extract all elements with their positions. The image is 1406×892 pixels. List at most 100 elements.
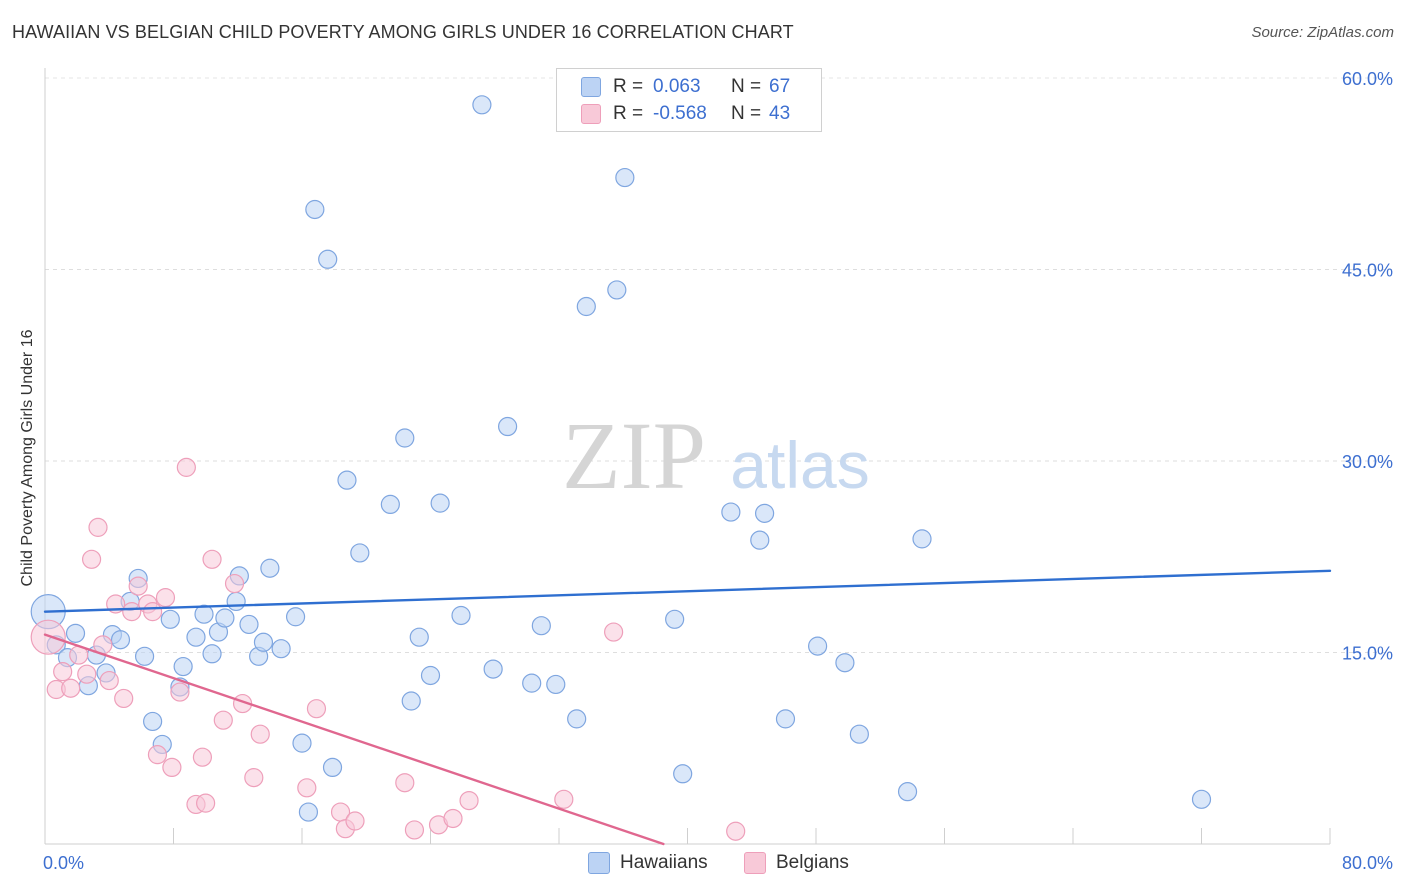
hawaiian-point	[420, 665, 441, 686]
hawaiian-point	[110, 630, 131, 650]
hawaiian-point	[498, 416, 518, 437]
belgian-point	[61, 678, 81, 698]
belgian-point	[147, 745, 168, 765]
hawaiian-point	[260, 558, 280, 578]
belgian-point	[604, 622, 624, 642]
hawaiian-point	[775, 709, 796, 729]
hawaiian-point	[194, 604, 214, 624]
hawaiian-point	[401, 691, 421, 711]
hawaiian-point	[531, 616, 551, 636]
hawaiian-point	[1191, 789, 1212, 809]
hawaiian-point	[143, 711, 163, 732]
correlation-legend: R = 0.063 N = 67 R = -0.568 N = 43	[556, 68, 822, 132]
belgian-point	[202, 549, 222, 569]
belgians-legend-label: Belgians	[776, 852, 849, 873]
belgian-point	[155, 588, 176, 608]
hawaiian-point	[202, 644, 222, 664]
hawaiian-point	[395, 428, 415, 448]
belgian-point	[224, 573, 245, 594]
belgian-point	[77, 664, 97, 684]
hawaiian-point	[186, 627, 206, 647]
belgian-point	[81, 549, 102, 569]
x-tick-label-max: 80.0%	[1342, 853, 1393, 873]
belgian-point	[143, 602, 163, 622]
n-label: N =	[731, 76, 762, 97]
y-tick-label: 30.0%	[1342, 452, 1393, 472]
hawaiian-point	[271, 639, 291, 659]
n-value: 43	[769, 103, 791, 124]
belgian-point	[250, 724, 270, 744]
hawaiian-point	[318, 249, 338, 269]
hawaiian-point	[173, 656, 193, 677]
belgian-point	[192, 747, 213, 767]
y-tick-label: 60.0%	[1342, 69, 1393, 89]
belgian-point	[114, 688, 134, 709]
hawaiians-legend-label: Hawaiians	[620, 852, 708, 873]
hawaiian-point	[305, 199, 325, 220]
belgian-point	[459, 790, 479, 811]
hawaiian-point	[350, 543, 370, 563]
hawaiian-point	[239, 614, 259, 635]
belgian-point	[213, 710, 233, 730]
hawaiian-point	[754, 503, 775, 523]
belgians-points	[30, 457, 746, 841]
hawaiian-point	[673, 764, 693, 784]
r-label: R =	[613, 76, 644, 97]
belgian-point	[122, 602, 142, 622]
trend-lines	[43, 569, 1332, 846]
legend-item-hawaiians: Hawaiians	[588, 852, 708, 874]
hawaiian-point	[750, 530, 770, 550]
hawaiian-point	[451, 605, 471, 626]
belgian-point	[554, 789, 574, 809]
belgians-swatch	[581, 104, 601, 124]
belgian-point	[404, 820, 425, 840]
hawaiian-point	[322, 757, 343, 778]
belgian-point	[30, 619, 66, 655]
source-label: Source: ZipAtlas.com	[1251, 24, 1394, 41]
belgians-trend-line	[43, 633, 665, 846]
belgian-point	[306, 699, 327, 719]
hawaiian-point	[380, 494, 400, 515]
belgian-point	[53, 662, 73, 682]
hawaiian-point	[337, 470, 357, 490]
hawaiian-point	[292, 733, 312, 753]
hawaiian-point	[721, 502, 741, 522]
belgian-point	[726, 821, 746, 841]
hawaiians-trend-line	[43, 569, 1332, 613]
belgian-point	[162, 757, 182, 778]
hawaiian-point	[472, 95, 492, 115]
watermark-zip: ZIP	[562, 402, 706, 509]
belgian-point	[196, 793, 216, 813]
hawaiians-points	[30, 95, 1212, 822]
grid-lines	[45, 77, 1392, 653]
watermark: ZIP atlas	[562, 402, 870, 509]
hawaiian-point	[430, 493, 450, 513]
belgian-point	[244, 768, 264, 788]
hawaiian-point	[253, 632, 274, 652]
belgian-point	[176, 457, 196, 477]
hawaiian-point	[160, 609, 180, 629]
hawaiians-swatch	[581, 77, 601, 97]
hawaiian-point	[849, 724, 869, 744]
hawaiian-point	[808, 636, 828, 656]
hawaiian-point	[615, 167, 635, 188]
belgian-point	[88, 517, 108, 537]
hawaiian-point	[298, 802, 319, 822]
n-value: 67	[769, 76, 791, 97]
watermark-atlas: atlas	[730, 428, 869, 502]
hawaiian-point	[134, 646, 155, 666]
n-label: N =	[731, 103, 762, 124]
chart-title: HAWAIIAN VS BELGIAN CHILD POVERTY AMONG …	[12, 22, 794, 42]
belgian-point	[297, 778, 317, 798]
hawaiian-point	[483, 659, 503, 679]
hawaiian-point	[522, 673, 542, 693]
legend-item-belgians: Belgians	[744, 852, 849, 874]
hawaiian-point	[835, 653, 855, 673]
hawaiian-point	[215, 608, 235, 628]
hawaiian-point	[665, 609, 685, 629]
y-tick-label: 45.0%	[1342, 261, 1393, 281]
x-tick-label-min: 0.0%	[43, 853, 84, 873]
belgian-point	[395, 773, 415, 793]
legend-row-hawaiians: R = 0.063 N = 67	[581, 75, 790, 99]
